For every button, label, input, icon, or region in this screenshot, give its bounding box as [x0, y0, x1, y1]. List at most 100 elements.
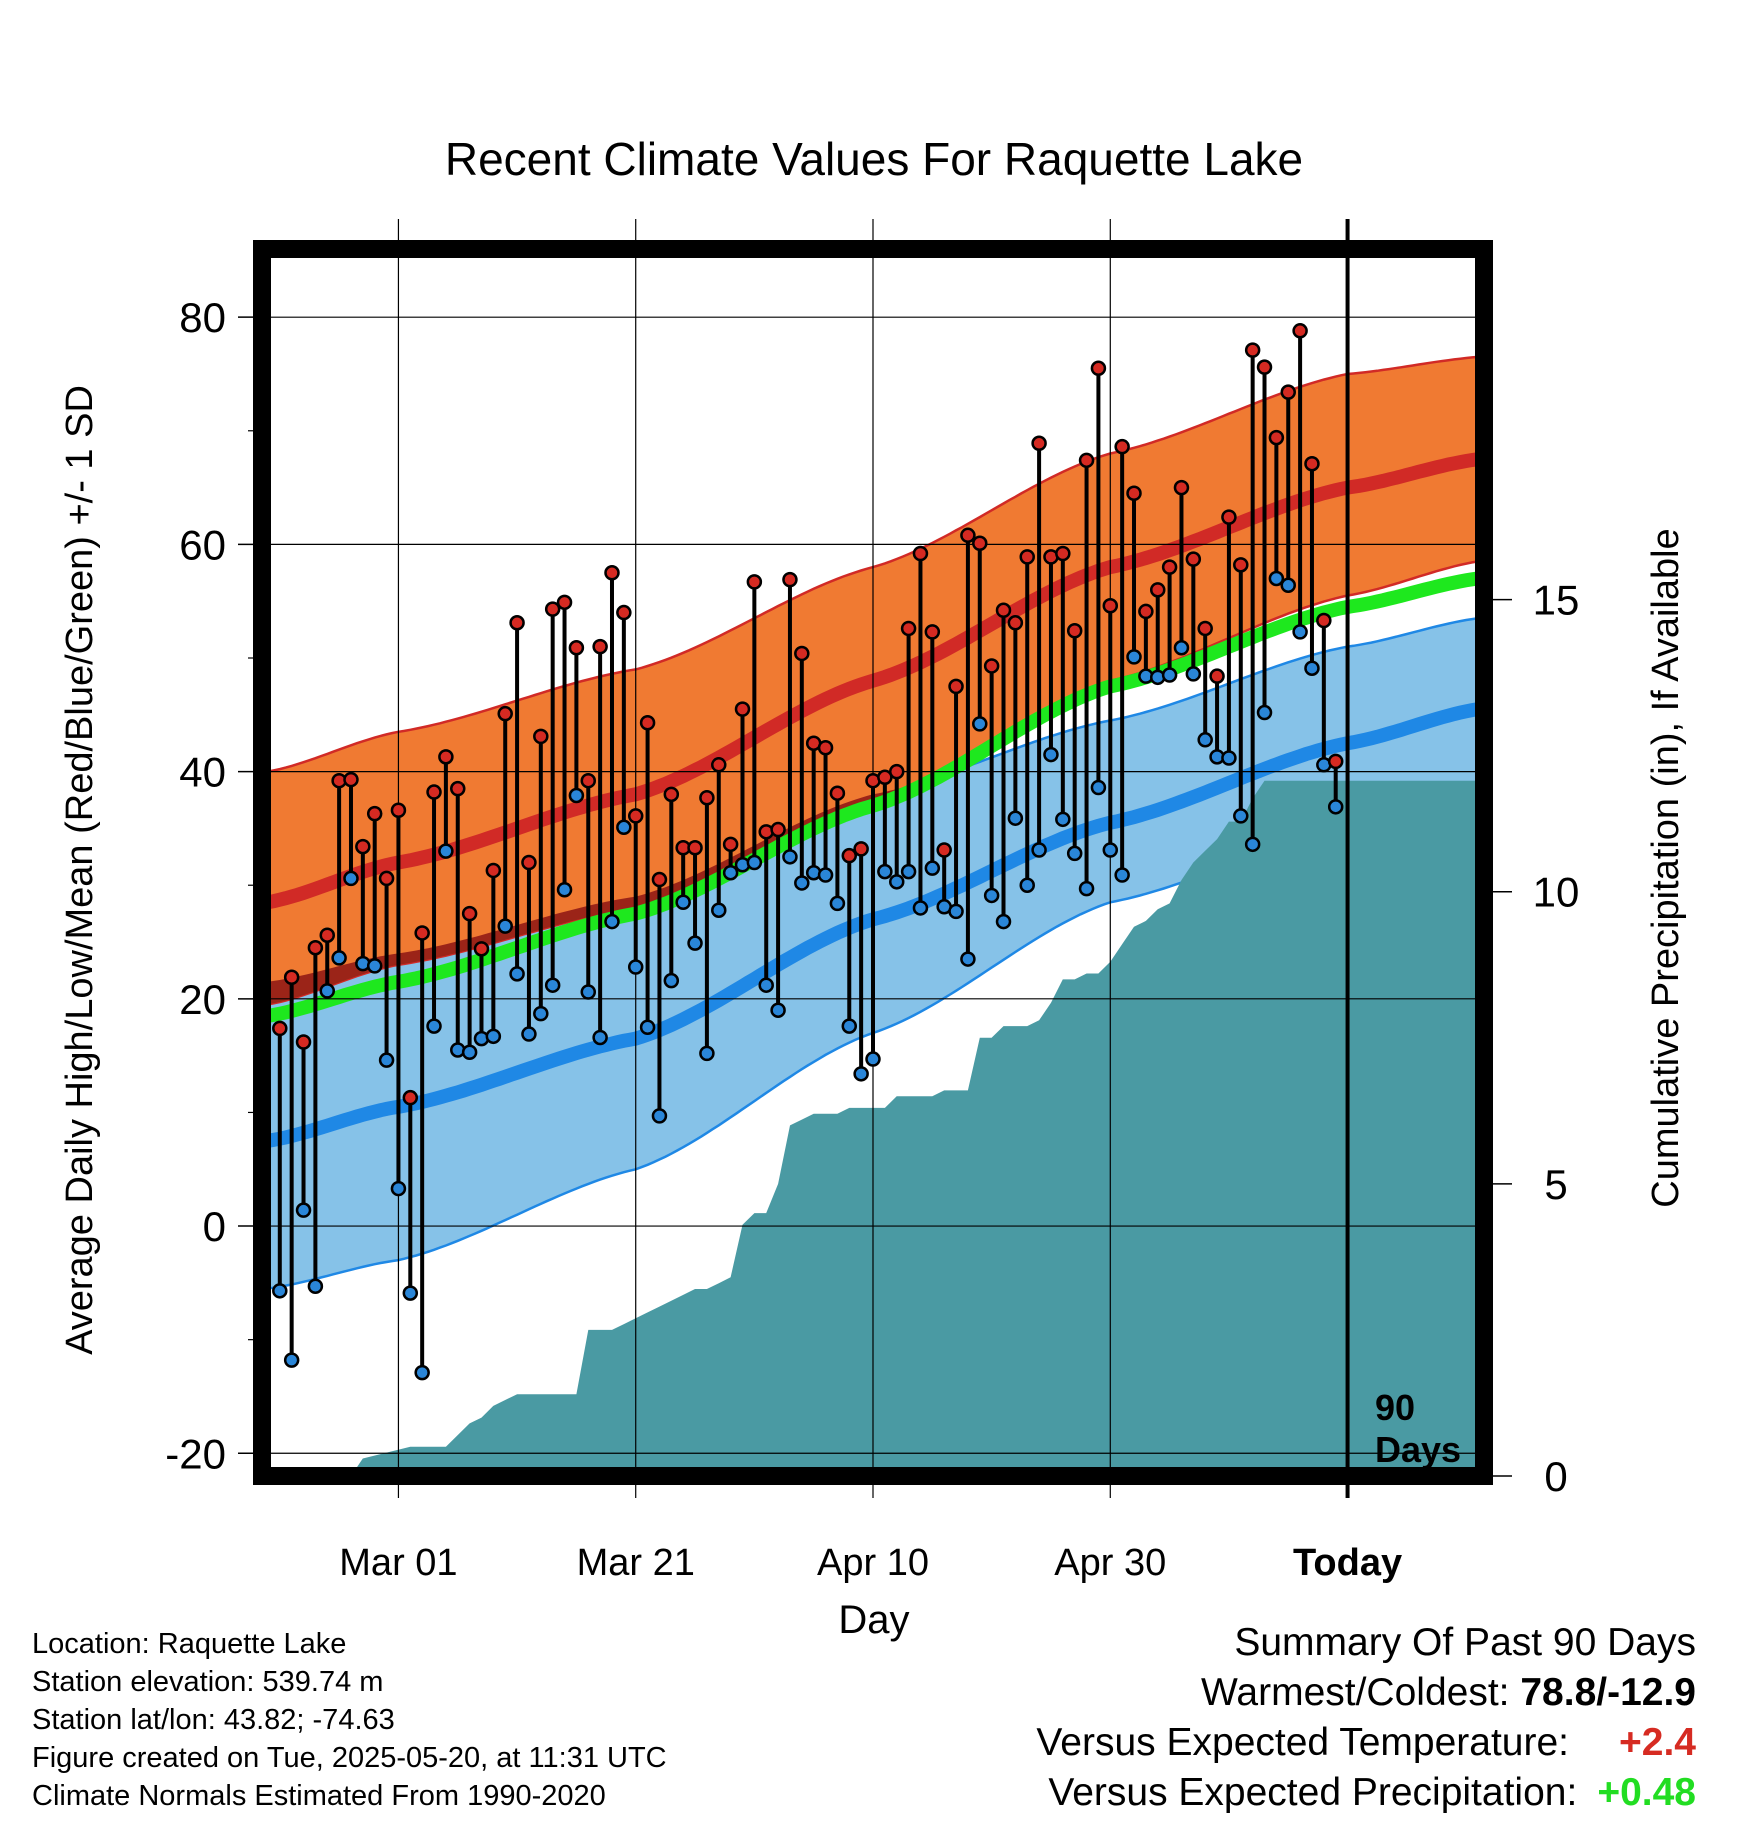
- y2-tick-label: 0: [1544, 1453, 1567, 1500]
- high-point: [877, 769, 893, 786]
- high-point: [556, 594, 573, 611]
- low-point: [1055, 811, 1071, 828]
- x-tick-label: Apr 30: [1054, 1542, 1166, 1584]
- high-point: [414, 925, 430, 941]
- low-point: [366, 958, 383, 974]
- high-point: [912, 545, 929, 562]
- low-point: [995, 913, 1012, 930]
- y-tick-label: 80: [179, 294, 226, 341]
- low-point: [1173, 640, 1190, 656]
- high-point: [1173, 479, 1190, 496]
- high-point: [485, 862, 502, 879]
- low-point: [1031, 842, 1047, 858]
- high-point: [295, 1034, 312, 1050]
- low-point: [272, 1283, 288, 1299]
- low-point: [651, 1108, 668, 1124]
- low-point: [782, 849, 798, 865]
- low-point: [983, 887, 1000, 904]
- y-tick-label: -20: [165, 1430, 226, 1477]
- x-tick-label: Mar 21: [577, 1542, 695, 1584]
- high-point: [746, 574, 763, 590]
- low-point: [1161, 667, 1178, 683]
- grid-lines: [262, 219, 1484, 1498]
- low-point: [758, 977, 774, 993]
- high-point: [533, 728, 549, 745]
- low-point: [829, 895, 846, 912]
- low-point: [912, 900, 929, 916]
- high-point: [782, 571, 798, 588]
- low-point: [960, 951, 976, 967]
- low-point: [544, 977, 561, 993]
- low-point: [283, 1352, 300, 1368]
- station-info: Location: Raquette Lake Station elevatio…: [32, 1625, 667, 1815]
- today-label-line1: 90: [1375, 1387, 1415, 1428]
- high-point: [841, 847, 858, 864]
- low-point: [865, 1051, 881, 1067]
- high-point: [450, 780, 466, 797]
- high-point: [1066, 622, 1083, 639]
- high-point: [272, 1020, 288, 1037]
- precip-value: +0.48: [1597, 1771, 1696, 1814]
- x-tick-label: Mar 01: [339, 1542, 457, 1584]
- high-point: [711, 757, 727, 773]
- y-axis-label: Average Daily High/Low/Mean (Red/Blue/Gr…: [59, 385, 101, 1355]
- high-point: [817, 740, 834, 756]
- observations: [272, 323, 1344, 1381]
- low-point: [1292, 624, 1308, 640]
- x-tick-label: Apr 10: [817, 1542, 929, 1584]
- high-point: [1114, 438, 1130, 455]
- low-point: [722, 864, 739, 881]
- high-point: [1221, 509, 1237, 525]
- low-point: [509, 966, 525, 982]
- high-point: [853, 841, 869, 857]
- summary-precip: Versus Expected Precipitation: +0.48: [1036, 1768, 1696, 1818]
- high-point: [722, 836, 739, 853]
- high-point: [1280, 384, 1296, 400]
- high-point: [936, 842, 952, 858]
- high-point: [544, 601, 561, 617]
- low-point: [307, 1278, 324, 1295]
- low-point: [331, 950, 347, 966]
- low-point: [497, 918, 513, 934]
- low-point: [1244, 836, 1261, 853]
- high-point: [651, 871, 668, 888]
- high-point: [734, 701, 751, 717]
- low-point: [1126, 649, 1142, 665]
- high-point: [1244, 342, 1261, 358]
- high-point: [438, 749, 454, 765]
- high-point: [924, 624, 941, 640]
- summary-warm-cold: Warmest/Coldest: 78.8/-12.9: [1036, 1668, 1696, 1718]
- low-point: [900, 863, 917, 880]
- y2-tick-label: 15: [1533, 577, 1580, 624]
- low-point: [1221, 750, 1237, 766]
- low-point: [888, 874, 905, 890]
- low-point: [592, 1029, 608, 1046]
- low-point: [521, 1026, 537, 1042]
- low-point: [699, 1045, 715, 1062]
- low-point: [1078, 880, 1095, 897]
- high-point: [1197, 620, 1213, 637]
- high-point: [1090, 360, 1107, 377]
- low-point: [1090, 779, 1107, 796]
- low-point: [1007, 810, 1024, 826]
- today-label-line2: Days: [1375, 1429, 1461, 1470]
- high-point: [1209, 668, 1225, 684]
- high-point: [1233, 557, 1249, 573]
- high-point: [580, 772, 597, 789]
- high-point: [888, 763, 905, 780]
- high-point: [1078, 452, 1095, 469]
- high-point: [1268, 429, 1285, 446]
- temp-label: Versus Expected Temperature:: [1036, 1721, 1569, 1764]
- low-point: [972, 716, 988, 732]
- low-point: [1043, 746, 1059, 763]
- low-point: [402, 1285, 419, 1301]
- summary-panel: Summary Of Past 90 Days Warmest/Coldest:…: [1036, 1618, 1696, 1818]
- high-point: [1138, 603, 1154, 620]
- high-point: [972, 535, 988, 552]
- low-point: [841, 1018, 858, 1034]
- low-point: [675, 894, 691, 911]
- summary-temp: Versus Expected Temperature: +2.4: [1036, 1718, 1696, 1768]
- high-point: [366, 805, 383, 822]
- high-point: [426, 784, 442, 800]
